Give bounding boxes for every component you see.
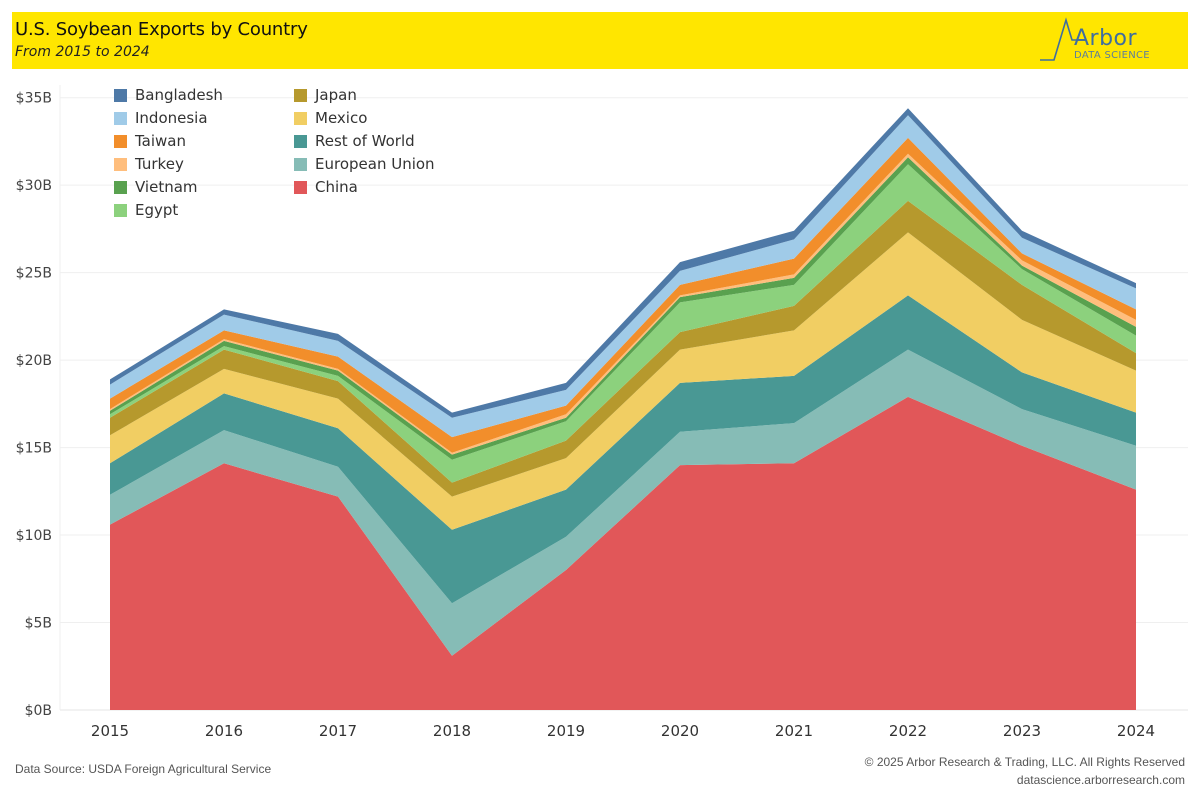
legend-swatch [114, 134, 127, 148]
legend-label: Bangladesh [135, 86, 223, 104]
legend-item-indonesia[interactable]: Indonesia [114, 107, 208, 129]
area-japan[interactable] [110, 200, 1136, 497]
x-tick-label: 2022 [889, 722, 927, 740]
legend-item-rest-of-world[interactable]: Rest of World [294, 130, 415, 152]
footer-credits: © 2025 Arbor Research & Trading, LLC. Al… [865, 753, 1185, 789]
legend-label: Mexico [315, 109, 368, 127]
y-tick-label: $25B [16, 266, 52, 282]
legend-label: Egypt [135, 201, 179, 219]
x-tick-label: 2019 [547, 722, 585, 740]
legend-item-bangladesh[interactable]: Bangladesh [114, 84, 223, 106]
area-european-union[interactable] [110, 349, 1136, 656]
data-source: Data Source: USDA Foreign Agricultural S… [15, 762, 272, 776]
x-tick-label: 2024 [1117, 722, 1155, 740]
x-tick-label: 2016 [205, 722, 243, 740]
chart-title: U.S. Soybean Exports by Country [15, 19, 308, 40]
x-tick-label: 2021 [775, 722, 813, 740]
legend-swatch [114, 180, 127, 194]
website-link[interactable]: datascience.arborresearch.com [1016, 773, 1185, 787]
copyright: © 2025 Arbor Research & Trading, LLC. Al… [864, 755, 1185, 769]
legend-label: Vietnam [135, 178, 198, 196]
legend-label: European Union [315, 155, 435, 173]
legend-item-european-union[interactable]: European Union [294, 153, 435, 175]
legend-swatch [294, 157, 307, 171]
legend-item-mexico[interactable]: Mexico [294, 107, 367, 129]
legend-label: Indonesia [135, 109, 208, 127]
legend-swatch [294, 88, 307, 102]
chart-subtitle: From 2015 to 2024 [15, 44, 150, 60]
arbor-logo: Arbor DATA SCIENCE [1036, 16, 1166, 64]
logo-mark-icon [1040, 17, 1086, 61]
y-tick-label: $15B [16, 441, 52, 457]
title-banner [12, 12, 1188, 69]
legend-swatch [114, 203, 127, 217]
legend-swatch [114, 157, 127, 171]
area-mexico[interactable] [110, 232, 1136, 530]
legend-item-china[interactable]: China [294, 176, 358, 198]
y-tick-label: $35B [16, 91, 52, 107]
x-tick-label: 2018 [433, 722, 471, 740]
y-tick-label: $5B [25, 616, 52, 632]
y-tick-label: $20B [16, 353, 52, 369]
legend-item-taiwan[interactable]: Taiwan [114, 130, 186, 152]
legend-swatch [294, 111, 307, 125]
area-rest-of-world[interactable] [110, 295, 1136, 604]
y-axis: $0B $5B $10B $15B $20B $25B $30B $35B [16, 91, 52, 719]
area-layers [110, 108, 1136, 710]
y-tick-label: $0B [25, 703, 52, 719]
legend-swatch [114, 111, 127, 125]
x-tick-label: 2020 [661, 722, 699, 740]
area-china[interactable] [110, 396, 1136, 710]
legend-swatch [294, 180, 307, 194]
x-tick-label: 2023 [1003, 722, 1041, 740]
x-tick-label: 2015 [91, 722, 129, 740]
x-axis: 2015 2016 2017 2018 2019 2020 2021 2022 2023 2024 [91, 722, 1155, 740]
legend-label: China [315, 178, 358, 196]
legend-label: Taiwan [135, 132, 187, 150]
x-tick-label: 2017 [319, 722, 357, 740]
legend-label: Turkey [135, 155, 184, 173]
legend-label: Japan [315, 86, 357, 104]
area-egypt[interactable] [110, 164, 1136, 483]
legend-item-turkey[interactable]: Turkey [114, 153, 184, 175]
logo-wordmark: Arbor [1074, 26, 1138, 51]
legend-label: Rest of World [315, 132, 415, 150]
legend-swatch [114, 88, 127, 102]
legend-item-japan[interactable]: Japan [294, 84, 357, 106]
legend-item-egypt[interactable]: Egypt [114, 199, 178, 221]
legend-swatch [294, 134, 307, 148]
y-tick-label: $30B [16, 178, 52, 194]
logo-subtitle: DATA SCIENCE [1074, 50, 1150, 61]
y-tick-label: $10B [16, 528, 52, 544]
legend-item-vietnam[interactable]: Vietnam [114, 176, 198, 198]
